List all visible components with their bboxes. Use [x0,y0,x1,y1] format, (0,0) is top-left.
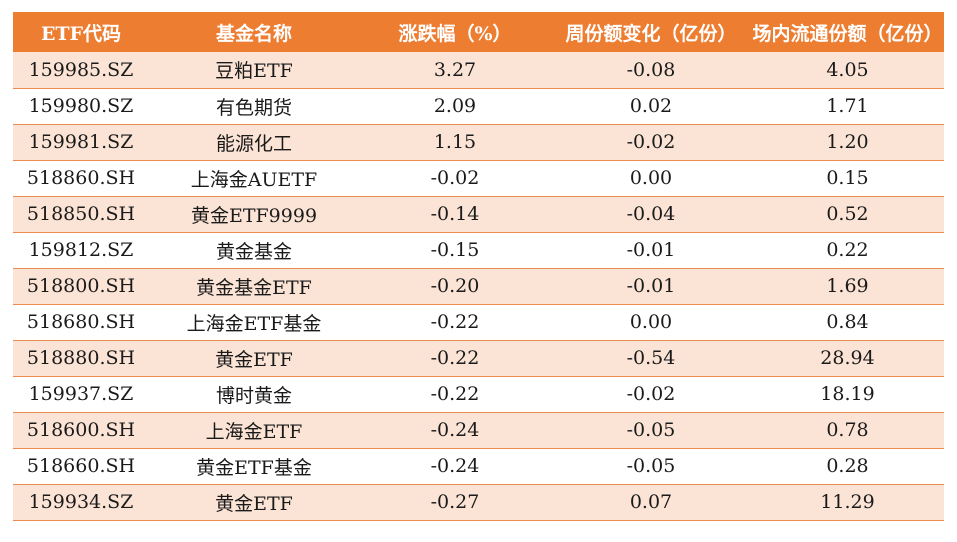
weekly-share-change-cell: -0.54 [626,347,676,369]
table-row: 518860.SH 上海金AUETF -0.02 0.00 0.15 [13,160,944,196]
floating-shares-cell: 1.20 [826,131,869,153]
header-weekly-share-change: 周份额变化（亿份） [565,22,737,45]
change-pct-cell: 1.15 [433,131,477,153]
table-row: 518800.SH 黄金基金ETF -0.20 -0.01 1.69 [13,268,944,304]
fund-name-cell: 上海金ETF基金 [186,312,322,335]
fund-name-cell: 上海金AUETF [190,168,318,191]
table-row: 159980.SZ 有色期货 2.09 0.02 1.71 [13,88,944,124]
weekly-share-change-cell: -0.01 [626,239,676,261]
etf-flow-table: ETF代码 基金名称 涨跌幅（%） 周份额变化（亿份） 场内流通份额（亿份） 1… [13,12,944,521]
table-row: 159934.SZ 黄金ETF -0.27 0.07 11.29 [13,484,944,520]
table-row: 518850.SH 黄金ETF9999 -0.14 -0.04 0.52 [13,196,944,232]
table-row: 518660.SH 黄金ETF基金 -0.24 -0.05 0.28 [13,448,944,484]
fund-name-cell: 能源化工 [215,132,292,155]
weekly-share-change-cell: -0.01 [626,275,676,297]
change-pct-cell: -0.02 [430,167,480,189]
header-etf-code: ETF代码 [40,22,122,45]
floating-shares-cell: 0.84 [826,311,869,333]
change-pct-cell: -0.24 [430,419,480,441]
fund-name-cell: 上海金ETF [205,420,303,443]
header-floating-shares: 场内流通份额（亿份） [752,22,943,45]
floating-shares-cell: 4.05 [826,58,869,81]
fund-name-cell: 有色期货 [215,96,292,119]
etf-code-cell: 159934.SZ [28,491,134,513]
fund-name-cell: 黄金基金ETF [196,276,312,299]
etf-code-cell: 518850.SH [26,203,136,225]
change-pct-cell: 3.27 [433,58,477,81]
floating-shares-cell: 18.19 [820,383,875,405]
floating-shares-cell: 28.94 [820,347,875,369]
floating-shares-cell: 1.71 [826,95,869,117]
etf-code-cell: 518880.SH [26,347,136,369]
floating-shares-cell: 1.69 [826,275,869,297]
weekly-share-change-cell: 0.07 [629,491,673,513]
weekly-share-change-cell: -0.04 [626,203,676,225]
change-pct-cell: -0.27 [430,491,480,513]
table-row: 159981.SZ 能源化工 1.15 -0.02 1.20 [13,124,944,160]
floating-shares-cell: 11.29 [820,491,875,513]
etf-code-cell: 518860.SH [26,167,136,189]
header-fund-name: 基金名称 [215,22,292,45]
fund-name-cell: 豆粕ETF [215,60,293,83]
etf-code-cell: 518800.SH [26,275,136,297]
weekly-share-change-cell: -0.05 [626,455,676,477]
etf-code-cell: 159985.SZ [28,58,134,81]
floating-shares-cell: 0.15 [826,167,869,189]
table-row: 518600.SH 上海金ETF -0.24 -0.05 0.78 [13,412,944,448]
table-body: 159985.SZ 豆粕ETF 3.27 -0.08 4.05 159980.SZ 有色期货… [13,52,944,520]
change-pct-cell: -0.22 [430,383,480,405]
change-pct-cell: -0.14 [430,203,480,225]
change-pct-cell: -0.22 [430,347,480,369]
fund-name-cell: 黄金ETF [215,492,293,515]
table-header: ETF代码 基金名称 涨跌幅（%） 周份额变化（亿份） 场内流通份额（亿份） [13,12,944,52]
weekly-share-change-cell: -0.02 [626,383,676,405]
table-row: 159985.SZ 豆粕ETF 3.27 -0.08 4.05 [13,52,944,88]
etf-code-cell: 518600.SH [26,419,136,441]
etf-code-cell: 518660.SH [26,455,136,477]
fund-name-cell: 博时黄金 [215,384,292,407]
etf-code-cell: 159981.SZ [28,131,134,153]
weekly-share-change-cell: 0.00 [629,311,673,333]
fund-name-cell: 黄金ETF [215,348,293,371]
change-pct-cell: -0.15 [430,239,480,261]
change-pct-cell: -0.22 [430,311,480,333]
change-pct-cell: 2.09 [433,95,477,117]
floating-shares-cell: 0.22 [826,239,869,261]
etf-table-container: ETF代码 基金名称 涨跌幅（%） 周份额变化（亿份） 场内流通份额（亿份） 1… [13,12,944,521]
table-row: 518880.SH 黄金ETF -0.22 -0.54 28.94 [13,340,944,376]
table-row: 159812.SZ 黄金基金 -0.15 -0.01 0.22 [13,232,944,268]
fund-name-cell: 黄金ETF9999 [190,204,318,227]
floating-shares-cell: 0.52 [826,203,869,225]
change-pct-cell: -0.20 [430,275,480,297]
floating-shares-cell: 0.78 [826,419,869,441]
etf-code-cell: 518680.SH [26,311,136,333]
table-row: 159937.SZ 博时黄金 -0.22 -0.02 18.19 [13,376,944,412]
etf-code-cell: 159812.SZ [28,239,134,261]
weekly-share-change-cell: 0.00 [629,167,673,189]
change-pct-cell: -0.24 [430,455,480,477]
header-change-pct: 涨跌幅（%） [398,22,512,45]
table-row: 518680.SH 上海金ETF基金 -0.22 0.00 0.84 [13,304,944,340]
etf-code-cell: 159937.SZ [28,383,134,405]
weekly-share-change-cell: 0.02 [629,95,673,117]
header-row: ETF代码 基金名称 涨跌幅（%） 周份额变化（亿份） 场内流通份额（亿份） [13,12,944,52]
floating-shares-cell: 0.28 [826,455,869,477]
weekly-share-change-cell: -0.05 [626,419,676,441]
weekly-share-change-cell: -0.02 [626,131,676,153]
fund-name-cell: 黄金基金 [215,240,292,263]
etf-code-cell: 159980.SZ [28,95,134,117]
fund-name-cell: 黄金ETF基金 [196,456,312,479]
weekly-share-change-cell: -0.08 [626,58,676,81]
